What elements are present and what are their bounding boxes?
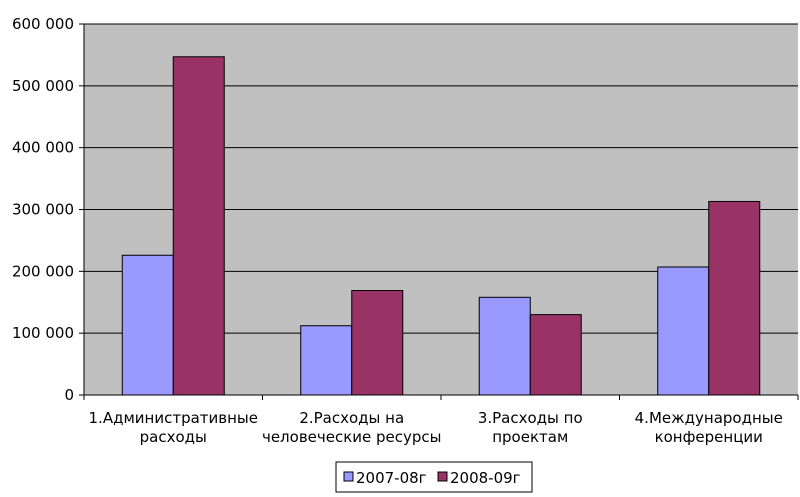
legend: 2007-08г 2008-09г [335,461,533,493]
y-tick-label: 600 000 [12,15,74,33]
x-tick-label: 2.Расходы на человеческие ресурсы [262,409,442,446]
y-tick-label: 200 000 [12,262,74,280]
y-tick-label: 500 000 [12,77,74,95]
y-axis: 0 100 000 200 000 300 000 400 000 500 000 600 … [12,15,85,404]
bar [657,266,710,396]
bar [172,56,225,396]
x-tick-label: 3.Расходы по проектам [478,409,583,446]
x-tick-label-line: 1.Административные [89,409,258,427]
x-tick-label-line: 2.Расходы на [299,409,404,427]
bar [708,200,761,396]
x-tick-label-line: конференции [655,428,763,446]
bar [529,314,582,396]
y-tick-label: 400 000 [12,139,74,157]
legend-label: 2007-08г [356,469,427,487]
y-tick-label: 300 000 [12,201,74,219]
legend-box [335,461,533,493]
bars [121,56,761,396]
bar [121,254,174,396]
x-tick-label-line: 4.Международные [635,409,783,427]
x-tick-label: 1.Административные расходы [89,409,258,446]
y-tick-label: 100 000 [12,324,74,342]
bar [300,325,353,396]
x-tick-label: 4.Международные конференции [635,409,783,446]
x-tick-label-line: расходы [140,428,207,446]
y-tick-label: 0 [64,386,74,404]
legend-swatch [437,471,448,482]
bar [351,290,404,396]
bar [478,296,531,396]
x-tick-label-line: 3.Расходы по [478,409,583,427]
legend-swatch [343,471,354,482]
x-tick-label-line: проектам [492,428,568,446]
x-tick-label-line: человеческие ресурсы [262,428,442,446]
legend-label: 2008-09г [450,469,521,487]
